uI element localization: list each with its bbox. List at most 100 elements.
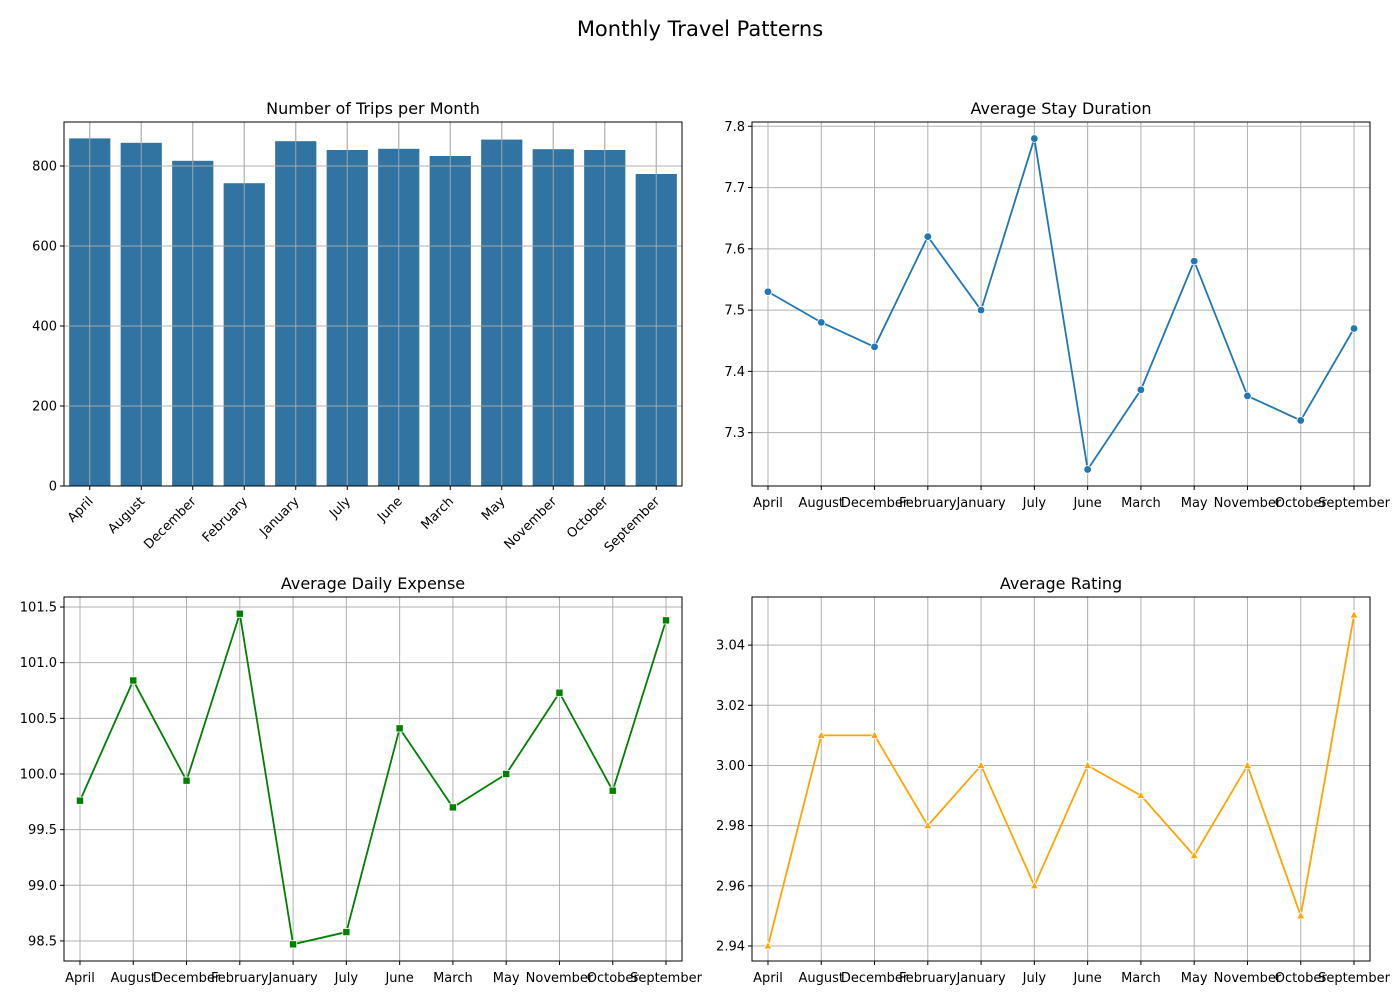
point-december	[182, 776, 191, 785]
point-april	[763, 940, 773, 950]
x-tick-label: July	[1022, 971, 1047, 986]
x-tick-label: June	[1072, 971, 1101, 986]
y-tick-label: 7.7	[724, 181, 745, 196]
y-tick-label: 100.0	[20, 767, 57, 782]
point-september	[662, 616, 671, 625]
subplot-daily-expense: Average Daily Expense 98.5 99.0 99.5 100.0 10…	[20, 574, 703, 986]
x-tick-label: December	[841, 971, 909, 986]
point-may	[502, 769, 511, 778]
point-march	[1136, 385, 1146, 394]
x-tick-label: August	[799, 496, 845, 511]
x-tick-label: March	[1121, 496, 1161, 511]
point-june	[1083, 465, 1092, 474]
point-september	[1349, 609, 1359, 619]
point-november	[555, 688, 564, 697]
x-tick-label: August	[799, 971, 845, 986]
point-april	[75, 796, 84, 805]
y-tick-label: 7.5	[724, 304, 745, 319]
x-tick-label: September	[1318, 971, 1391, 986]
x-tick-label: January	[267, 971, 318, 986]
y-tick-label: 101.5	[20, 601, 57, 616]
point-february	[923, 820, 933, 830]
x-tick-label: September	[630, 971, 703, 986]
point-january	[289, 940, 298, 949]
axes-frame	[63, 121, 683, 487]
point-may	[1189, 256, 1199, 266]
x-tick-label: July	[1022, 496, 1047, 511]
x-tick-label: November	[526, 971, 594, 986]
x-tick-label: April	[65, 494, 97, 526]
x-tick-label: February	[899, 496, 957, 511]
x-tick-label: August	[111, 971, 157, 986]
x-tick-label: February	[200, 494, 252, 546]
x-tick-label: September	[1318, 496, 1391, 511]
x-tick-label: May	[493, 971, 520, 986]
y-tick-label: 3.04	[716, 639, 745, 654]
x-tick-label: October	[1275, 971, 1328, 986]
x-tick-label: October	[587, 971, 640, 986]
y-tick-label: 99.5	[28, 823, 57, 838]
point-july	[342, 928, 351, 937]
point-august	[817, 318, 826, 327]
point-september	[1349, 324, 1359, 333]
x-tick-label: May	[1181, 496, 1208, 511]
point-april	[763, 287, 773, 296]
y-tick-label: 7.8	[724, 120, 745, 135]
axes-frame	[751, 596, 1371, 962]
point-february	[235, 609, 244, 618]
x-tick-label: January	[256, 494, 302, 540]
axes-frame	[63, 596, 683, 962]
x-tick-label: October	[564, 494, 612, 542]
y-tick-label: 3.00	[716, 759, 745, 774]
subplot-title: Average Daily Expense	[281, 574, 465, 593]
point-july	[1029, 880, 1040, 890]
x-tick-label: July	[334, 971, 359, 986]
x-tick-label: December	[841, 496, 909, 511]
x-tick-label: December	[141, 494, 200, 553]
y-tick-label: 800	[32, 160, 57, 175]
point-january	[976, 760, 986, 769]
subplot-title: Number of Trips per Month	[266, 99, 480, 118]
point-june	[1082, 760, 1093, 769]
y-tick-label: 3.02	[716, 699, 745, 714]
y-tick-label: 2.96	[716, 879, 745, 894]
y-tick-label: 0	[49, 480, 57, 495]
x-tick-label: June	[374, 494, 405, 525]
point-july	[1030, 134, 1039, 143]
x-tick-label: October	[1275, 496, 1328, 511]
y-tick-label: 2.98	[716, 819, 745, 834]
point-december	[869, 730, 880, 739]
x-tick-label: July	[326, 494, 354, 522]
x-tick-label: February	[899, 971, 957, 986]
y-tick-label: 100.5	[20, 712, 57, 727]
y-tick-label: 400	[32, 320, 57, 335]
point-december	[870, 342, 879, 352]
x-tick-label: September	[602, 494, 664, 556]
x-tick-label: March	[1121, 971, 1161, 986]
y-tick-label: 7.6	[724, 242, 745, 257]
x-tick-label: April	[65, 971, 95, 986]
subplot-trips: Number of Trips per Month 0 200 400 600 800 Ap…	[32, 99, 683, 556]
x-tick-label: May	[479, 494, 509, 524]
x-tick-label: November	[1214, 496, 1282, 511]
x-tick-label: August	[105, 494, 148, 537]
x-tick-label: January	[955, 971, 1006, 986]
y-tick-label: 7.3	[724, 426, 745, 441]
point-january	[976, 305, 986, 315]
y-tick-label: 200	[32, 400, 57, 415]
point-november	[1243, 391, 1252, 401]
x-tick-label: May	[1181, 971, 1208, 986]
point-march	[1136, 790, 1146, 799]
y-tick-label: 99.0	[28, 879, 57, 894]
point-october	[1296, 910, 1306, 920]
point-october	[1296, 416, 1305, 425]
point-august	[129, 676, 138, 685]
x-tick-label: March	[418, 494, 457, 533]
x-tick-label: June	[1072, 496, 1101, 511]
x-tick-label: January	[955, 496, 1006, 511]
subplot-title: Average Stay Duration	[970, 99, 1151, 118]
x-tick-label: June	[384, 971, 413, 986]
point-august	[816, 730, 826, 739]
y-tick-label: 7.4	[724, 365, 745, 380]
series-line	[79, 613, 667, 946]
